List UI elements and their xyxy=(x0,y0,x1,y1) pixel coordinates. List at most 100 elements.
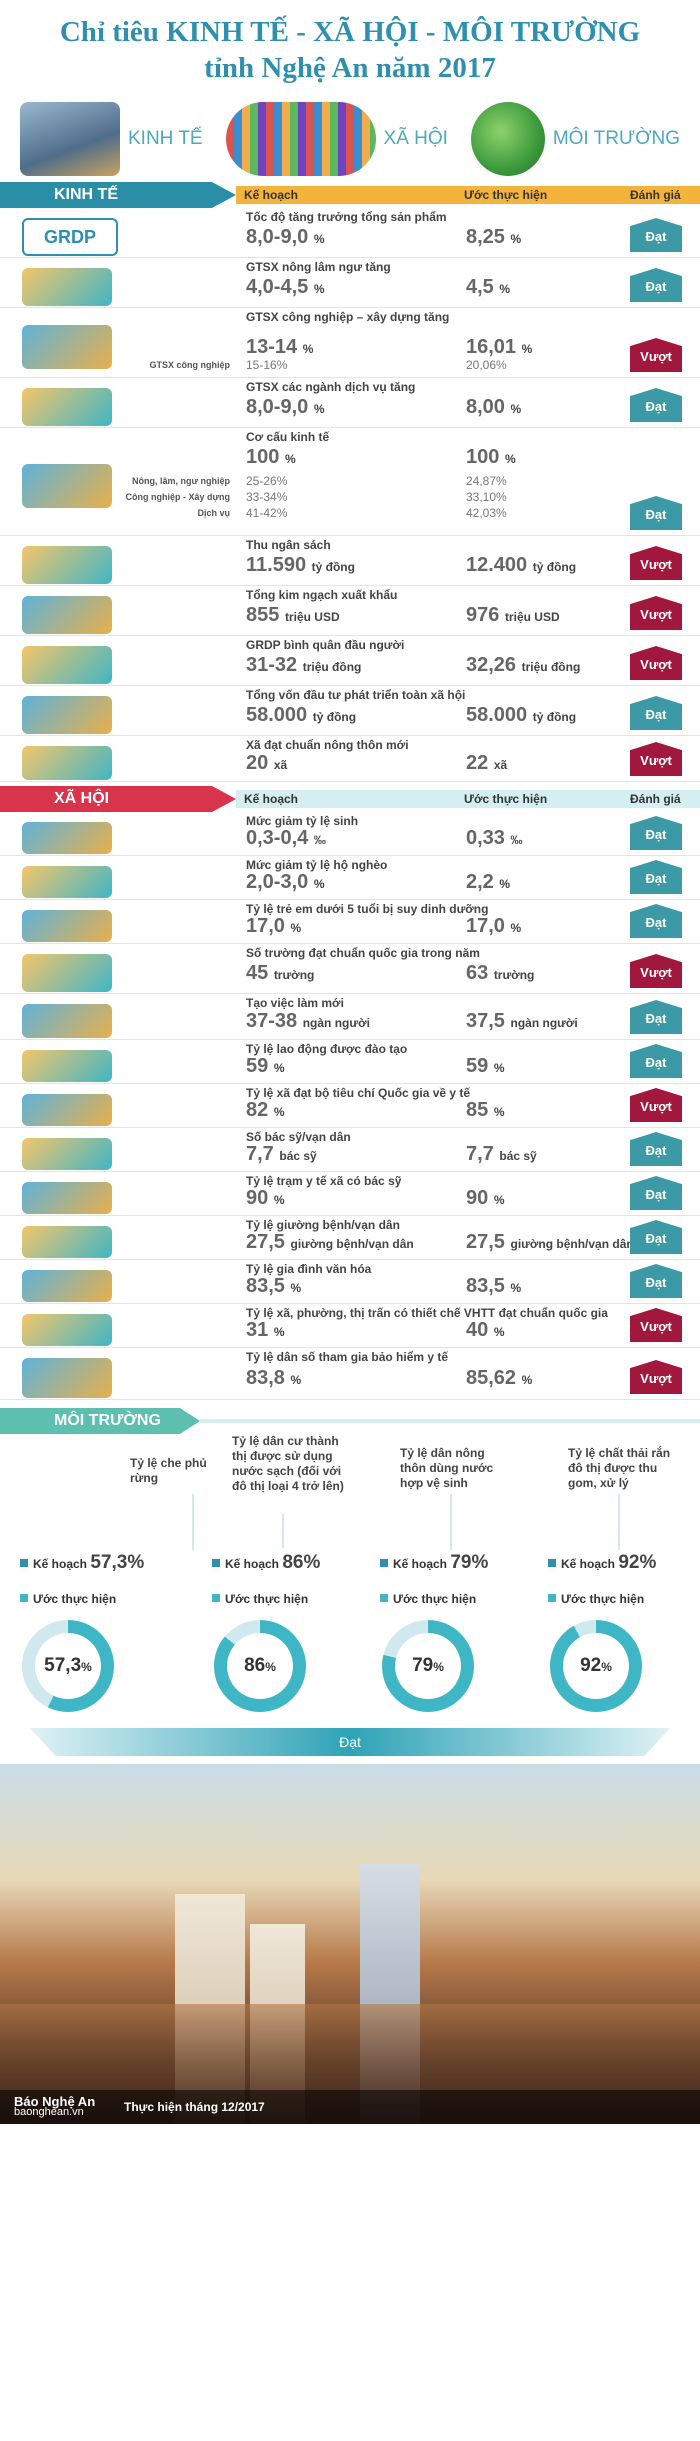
indicator-title: Tỷ lệ trạm y tế xã có bác sỹ xyxy=(246,1174,402,1188)
category-label: XÃ HỘI xyxy=(383,128,448,149)
tools-icon xyxy=(22,388,112,426)
indicator-row: Số bác sỹ/vạn dân 7,7 bác sỹ 7,7 bác sỹ Đạt xyxy=(0,1128,700,1172)
health-network-icon xyxy=(22,1094,112,1126)
families-icon xyxy=(22,1270,112,1302)
estimate-label: Ước thực hiện xyxy=(212,1592,308,1606)
plan-column-header: Kế hoạch xyxy=(244,188,299,202)
plan-label: Kế hoạch 57,3% xyxy=(20,1552,144,1574)
assessment-badge: Đạt xyxy=(630,860,682,894)
estimate-unit: ‰ xyxy=(510,833,523,847)
column-header-bar: Kế hoạch Ước thực hiện Đánh giá xyxy=(236,186,700,204)
plan-label: Kế hoạch 92% xyxy=(548,1552,656,1574)
estimate-value: 976 triệu USD xyxy=(466,604,560,626)
estimate-unit: % xyxy=(521,342,533,356)
estimate-unit: bác sỹ xyxy=(499,1149,537,1163)
indicator-title: Tỷ lệ trẻ em dưới 5 tuổi bị suy dinh dưỡ… xyxy=(246,902,489,916)
estimate-value: 40 % xyxy=(466,1319,505,1341)
plan-unit: ngàn người xyxy=(302,1016,370,1030)
estimate-label: Ước thực hiện xyxy=(20,1592,116,1606)
legend-marker xyxy=(20,1559,28,1567)
estimate-unit: triệu đồng xyxy=(521,660,581,674)
legend-marker xyxy=(212,1559,220,1567)
coins-icon xyxy=(22,696,112,734)
assessment-badge: Đạt xyxy=(630,496,682,530)
assessment-badge: Vượt xyxy=(630,596,682,630)
plan-unit: triệu USD xyxy=(284,610,340,624)
estimate-unit: % xyxy=(504,452,516,466)
person-computer-icon xyxy=(22,646,112,684)
workers-icon xyxy=(22,1004,112,1038)
assessment-badge: Đạt xyxy=(630,1000,682,1034)
sub-estimate-value: 20,06% xyxy=(466,358,507,372)
estimate-unit: % xyxy=(510,1281,522,1295)
connector-line xyxy=(618,1494,620,1550)
indicator-row: Tổng vốn đầu tư phát triển toàn xã hội 58… xyxy=(0,686,700,736)
environment-section: MÔI TRƯỜNG Tỷ lệ che phủ rừng Kế hoạch 57… xyxy=(0,1408,700,1764)
indicator-row: Xã đạt chuẩn nông thôn mới 20 xã 22 xã Vượt xyxy=(0,736,700,782)
plan-value: 57,3 xyxy=(90,1552,128,1573)
assessment-badge: Vượt xyxy=(630,338,682,372)
estimate-value: 4,5 % xyxy=(466,276,511,298)
page-subtitle: tỉnh Nghệ An năm 2017 xyxy=(204,52,496,84)
hospital-bed-icon xyxy=(22,1226,112,1258)
estimate-unit: % xyxy=(510,232,522,246)
indicator-description: Tỷ lệ dân nông thôn dùng nước hợp vệ sin… xyxy=(400,1446,494,1490)
estimate-value: 37,5 ngàn người xyxy=(466,1010,578,1032)
structure-plan-value: 25-26% xyxy=(246,474,288,488)
plan-value: 0,3-0,4 ‰ xyxy=(246,827,326,849)
plan-unit: triệu đồng xyxy=(302,660,362,674)
estimate-value: 63 trường xyxy=(466,962,535,984)
estimate-value: 59 % xyxy=(466,1055,505,1077)
progress-ring: 57,3% xyxy=(22,1620,114,1712)
grdp-label: GRDP xyxy=(43,227,96,247)
plan-unit: bác sỹ xyxy=(279,1149,317,1163)
estimate-unit: % xyxy=(499,877,511,891)
plan-value: 100 % xyxy=(246,446,296,468)
estimate-value: 90 % xyxy=(466,1187,505,1209)
assessment-badge: Đạt xyxy=(630,816,682,850)
estimate-value: 100 % xyxy=(466,446,516,468)
plan-value: 11.590 tỷ đồng xyxy=(246,554,355,576)
progress-ring: 92% xyxy=(550,1620,642,1712)
structure-estimate-value: 42,03% xyxy=(466,506,507,520)
society-section: XÃ HỘI Kế hoạch Ước thực hiện Đánh giá M… xyxy=(0,786,700,1400)
plan-value: 17,0 % xyxy=(246,915,302,937)
culture-house-icon xyxy=(22,1314,112,1346)
people-row-icon xyxy=(22,866,112,898)
indicator-row: GRDP bình quân đầu người 31-32 triệu đồng… xyxy=(0,636,700,686)
plan-value: 82 % xyxy=(246,1099,285,1121)
family-icon xyxy=(22,822,112,854)
child-icon xyxy=(22,910,112,942)
plan-unit: % xyxy=(639,1552,657,1573)
environment-indicators: Tỷ lệ che phủ rừng Kế hoạch 57,3% Ước thực… xyxy=(0,1434,700,1724)
economy-ribbon: KINH TẾ xyxy=(0,182,236,208)
assessment-badge: Đạt xyxy=(630,1044,682,1078)
plan-unit: % xyxy=(313,402,325,416)
assessment-badge: Vượt xyxy=(630,954,682,988)
estimate-unit: tỷ đồng xyxy=(532,560,577,574)
progress-ring: 79% xyxy=(382,1620,474,1712)
indicator-row: Tỷ lệ dân số tham gia bảo hiểm y tế 83,8 … xyxy=(0,1348,700,1400)
assessment-badge: Vượt xyxy=(630,646,682,680)
village-icon xyxy=(22,746,112,780)
assessment-badge: Đạt xyxy=(630,218,682,252)
estimate-unit: xã xyxy=(493,758,508,772)
plan-unit: xã xyxy=(273,758,288,772)
estimate-value: 2,2 % xyxy=(466,871,511,893)
warehouse-icon xyxy=(20,102,120,176)
legend-marker xyxy=(20,1594,28,1602)
indicator-row: Số trường đạt chuẩn quốc gia trong năm 45… xyxy=(0,944,700,994)
estimate-unit: tỷ đồng xyxy=(532,710,577,724)
assessment-badge: Đạt xyxy=(630,1264,682,1298)
engineer-icon xyxy=(22,1050,112,1082)
indicator-title: Số bác sỹ/vạn dân xyxy=(246,1130,351,1144)
indicator-row: GTSX các ngành dịch vụ tăng 8,0-9,0 % 8,00… xyxy=(0,378,700,428)
plan-value: 8,0-9,0 % xyxy=(246,226,325,248)
structure-sector-label: Dịch vụ xyxy=(197,508,230,518)
assessment-badge: Vượt xyxy=(630,742,682,776)
plan-label: Kế hoạch 86% xyxy=(212,1552,320,1574)
structure-estimate-value: 33,10% xyxy=(466,490,507,504)
society-ribbon: XÃ HỘI xyxy=(0,786,236,812)
indicator-title: Tỷ lệ gia đình văn hóa xyxy=(246,1262,372,1276)
plan-value: 27,5 giường bệnh/vạn dân xyxy=(246,1231,414,1253)
